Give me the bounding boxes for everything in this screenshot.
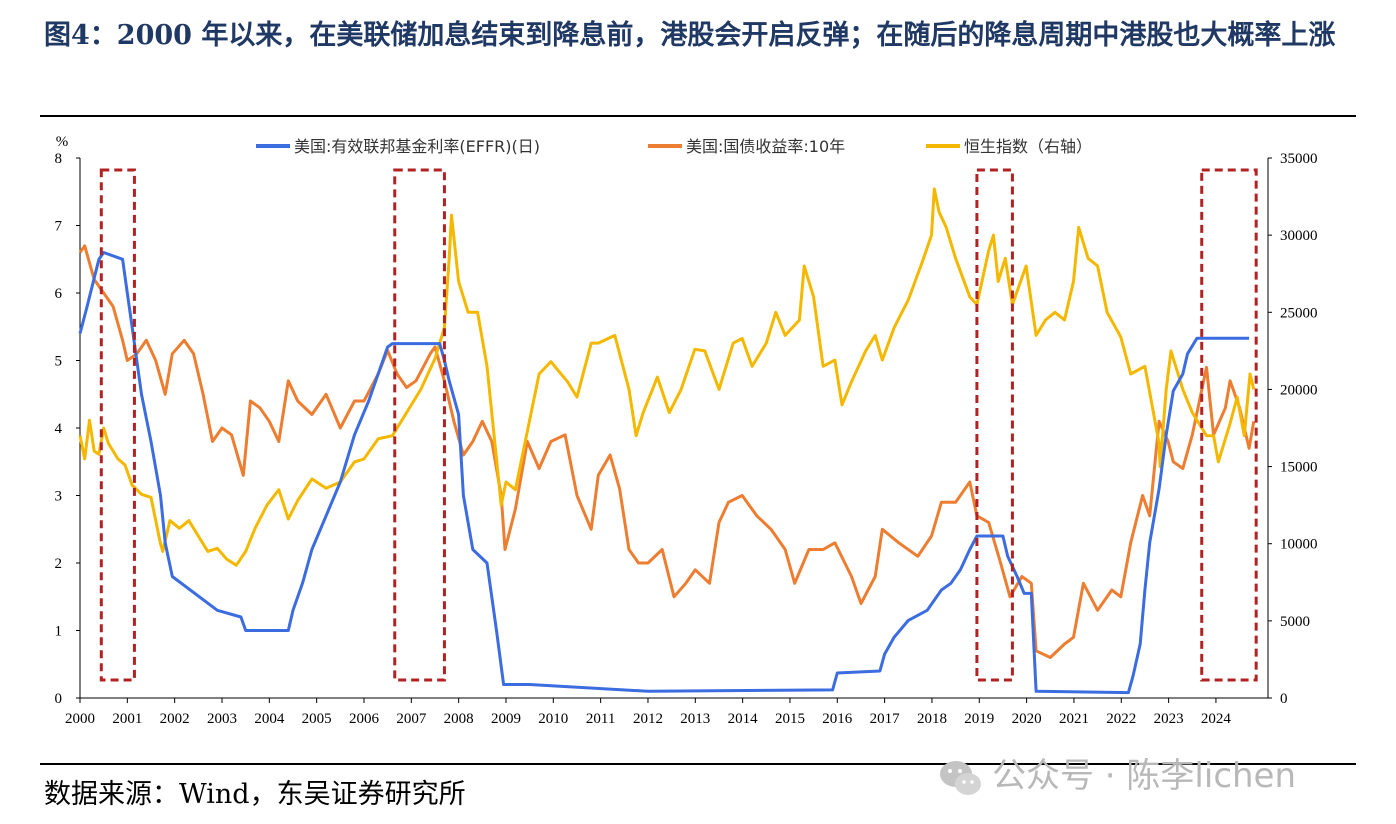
x-tick-label: 2005	[302, 711, 332, 727]
x-tick-label: 2010	[538, 711, 568, 727]
x-tick-label: 2006	[349, 711, 380, 727]
highlight-boxes	[99, 168, 1258, 682]
y-left-tick-label: 5	[55, 354, 63, 370]
y-left-tick-label: 4	[55, 421, 63, 437]
series-layer	[78, 187, 1256, 695]
x-tick-label: 2015	[775, 711, 805, 727]
highlight-box-2	[393, 168, 446, 682]
y-right-tick-label: 20000	[1280, 382, 1318, 398]
y-left-tick-label: 3	[55, 489, 63, 505]
data-source: 数据来源：Wind，东吴证券研究所	[44, 779, 466, 810]
x-tick-label: 2019	[964, 711, 994, 727]
series-line-2	[78, 244, 1256, 659]
top-rule	[40, 115, 1356, 117]
y-left-unit-label: %	[56, 134, 69, 150]
x-tick-label: 2022	[1106, 711, 1136, 727]
chart-legend: 美国:有效联邦基金利率(EFFR)(日) 美国:国债收益率:10年 恒生指数（右轴）	[256, 137, 1092, 156]
x-tick-label: 2023	[1154, 711, 1184, 727]
x-tick-label: 2014	[728, 711, 759, 727]
x-tick-label: 2021	[1059, 711, 1089, 727]
y-right-tick-label: 15000	[1280, 460, 1318, 476]
x-tick-label: 2001	[112, 711, 142, 727]
x-tick-label: 2000	[65, 711, 95, 727]
x-tick-label: 2024	[1201, 711, 1232, 727]
x-tick-label: 2007	[396, 711, 427, 727]
chart: 0 1 2 3 4 5 6 7 8% 0 5000 10000 15000 20000 25000 30000…	[55, 134, 1318, 727]
series-line-1	[78, 251, 1250, 695]
highlight-box-1	[99, 168, 136, 682]
legend-label-3: 恒生指数（右轴）	[964, 137, 1092, 156]
wechat-icon	[940, 760, 981, 795]
x-tick-label: 2013	[680, 711, 710, 727]
highlight-box-3	[975, 168, 1014, 682]
x-tick-label: 2020	[1012, 711, 1042, 727]
y-right-tick-label: 25000	[1280, 305, 1318, 321]
x-tick-label: 2018	[917, 711, 947, 727]
watermark: 公众号 · 陈李lichen	[938, 748, 1296, 798]
y-right-tick-label: 35000	[1280, 151, 1318, 167]
y-left-tick-label: 0	[55, 691, 63, 707]
x-tick-label: 2003	[207, 711, 237, 727]
y-right-tick-label: 5000	[1280, 614, 1310, 630]
highlight-box-4	[1200, 168, 1258, 682]
y-left-tick-label: 7	[55, 219, 63, 235]
y-left-tick-label: 1	[55, 624, 63, 640]
x-tick-label: 2017	[870, 711, 901, 727]
x-tick-label: 2012	[633, 711, 663, 727]
x-tick-label: 2009	[491, 711, 521, 727]
figure-title: 图4：2000 年以来，在美联储加息结束到降息前，港股会开启反弹；在随后的降息周…	[44, 20, 1336, 51]
series-line-3	[78, 187, 1256, 567]
x-tick-label: 2016	[822, 711, 853, 727]
y-right-tick-label: 30000	[1280, 228, 1318, 244]
watermark-text: 公众号 · 陈李lichen	[992, 756, 1297, 796]
chart-axes: 0 1 2 3 4 5 6 7 8% 0 5000 10000 15000 20000 25000 30000…	[55, 134, 1318, 727]
x-tick-label: 2002	[160, 711, 190, 727]
y-left-tick-label: 2	[55, 556, 63, 572]
bottom-rule	[40, 763, 1356, 765]
legend-label-1: 美国:有效联邦基金利率(EFFR)(日)	[294, 137, 540, 156]
y-right-tick-label: 10000	[1280, 537, 1318, 553]
x-tick-label: 2008	[444, 711, 474, 727]
x-tick-label: 2011	[586, 711, 615, 727]
x-tick-label: 2004	[254, 711, 285, 727]
y-left-tick-label: 6	[55, 286, 63, 302]
y-right-tick-label: 0	[1280, 691, 1288, 707]
y-left-tick-label: 8	[55, 151, 63, 167]
legend-label-2: 美国:国债收益率:10年	[686, 137, 845, 156]
